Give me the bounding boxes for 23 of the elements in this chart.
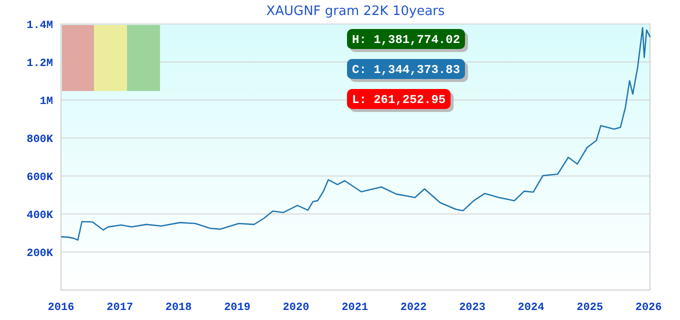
x-tick-label: 2025 [576,302,604,314]
x-tick-label: 2024 [518,302,545,314]
y-tick-label: 1M [40,96,54,108]
x-tick-label: 2023 [459,302,486,314]
y-tick-label: 600K [26,172,54,184]
y-tick-label: 800K [26,134,54,146]
x-tick-label: 2026 [635,302,662,314]
annotation: C: 1,344,373.83 [352,63,460,77]
x-tick-label: 2022 [400,302,427,314]
y-tick-label: 200K [26,248,54,260]
x-tick-label: 2018 [165,302,192,314]
x-tick-label: 2020 [282,302,310,314]
y-tick-label: 1.4M [26,20,54,32]
y-tick-label: 1.2M [26,58,54,70]
line-series [60,27,651,241]
x-tick-label: 2019 [224,302,250,314]
chart-title: XAUGNF gram 22K 10years [266,4,446,19]
annotation: H: 1,381,774.02 [352,33,460,47]
x-tick-label: 2016 [48,302,74,314]
annotation: L: 261,252.95 [352,93,446,107]
x-tick-label: 2021 [342,302,368,314]
x-tick-label: 2017 [106,302,134,314]
y-tick-label: 400K [26,210,54,222]
